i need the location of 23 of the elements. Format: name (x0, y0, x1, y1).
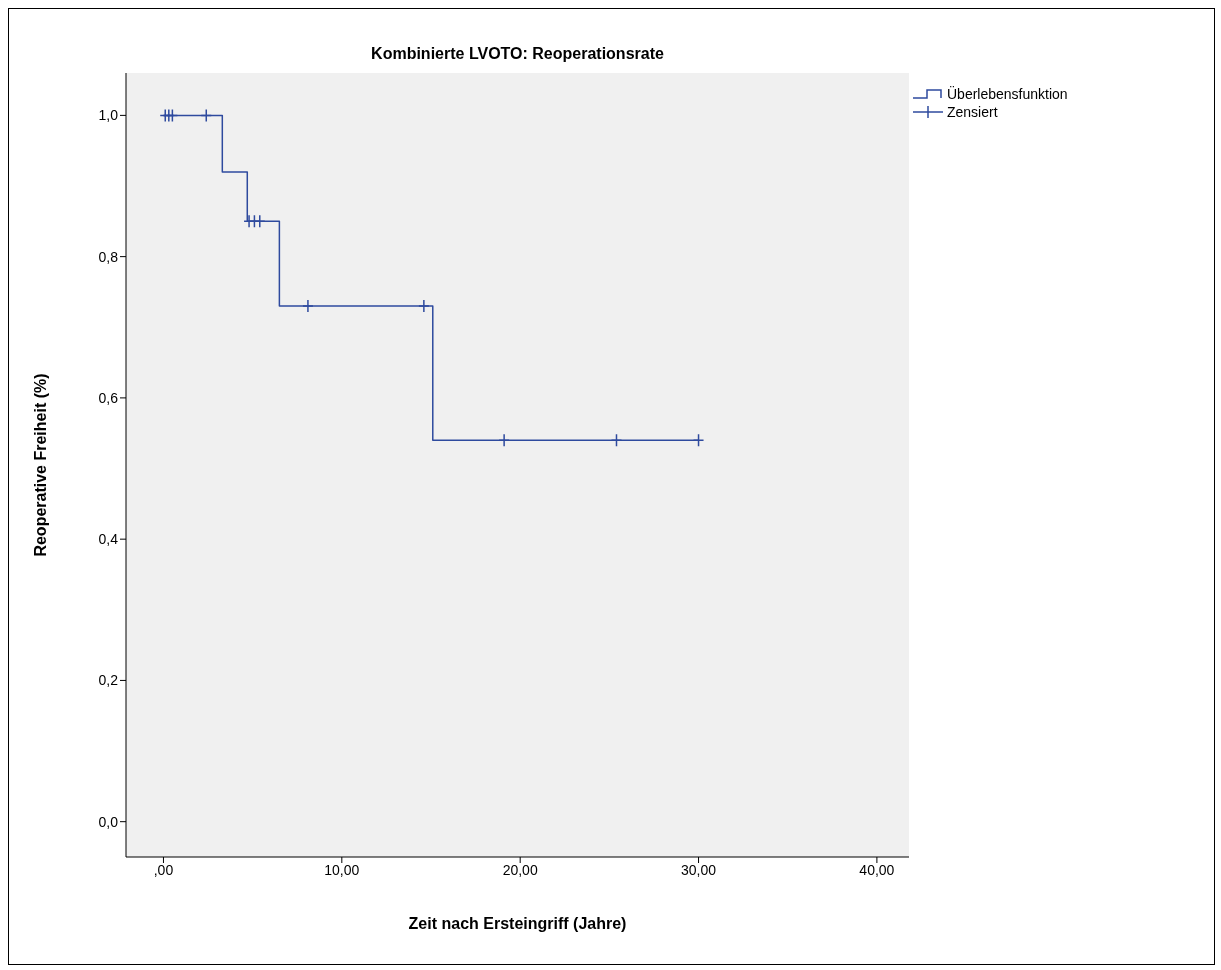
y-tick-label: 0,2 (98, 672, 119, 689)
x-tick-label: ,00 (153, 861, 174, 878)
x-tick-label: 30,00 (681, 861, 717, 878)
point (692, 433, 705, 448)
point (498, 433, 510, 448)
x-tick-label: 20,00 (502, 861, 538, 878)
legend-label: Zensiert (947, 104, 998, 120)
x-tick-label: 40,00 (859, 861, 895, 878)
point (302, 299, 314, 313)
x-axis-title: Zeit nach Ersteingriff (Jahre) (407, 915, 628, 933)
point (254, 214, 266, 229)
y-tick-label: 0,4 (98, 531, 119, 548)
legend-label: Überlebensfunktion (947, 86, 1068, 102)
y-tick-label: 1,0 (98, 107, 119, 124)
y-tick-label: 0,0 (98, 813, 119, 830)
point (610, 433, 623, 448)
chart-title: Kombinierte LVOTO: Reoperationsrate (370, 45, 665, 63)
y-tick-label: 0,6 (98, 389, 119, 406)
point (200, 108, 213, 123)
y-axis-title: Reoperative Freiheit (%) (32, 373, 50, 557)
y-tick-label: 0,8 (98, 248, 119, 265)
x-tick-label: 10,00 (324, 861, 360, 878)
point (418, 299, 430, 313)
